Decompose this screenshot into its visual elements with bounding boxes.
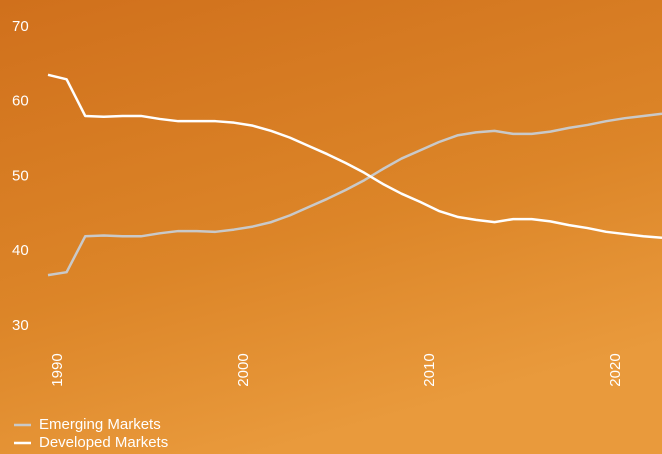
y-tick-label: 70 <box>12 18 29 35</box>
series-line <box>47 112 662 277</box>
y-tick-label: 50 <box>12 167 29 184</box>
series-line <box>47 73 662 240</box>
y-tick-label: 40 <box>12 242 29 259</box>
x-tick-label: 2020 <box>607 353 624 386</box>
x-tick-label: 1990 <box>49 353 66 386</box>
legend-label: Developed Markets <box>39 434 168 451</box>
y-tick-label: 30 <box>12 317 29 334</box>
x-tick-label: 2010 <box>421 353 438 386</box>
y-tick-label: 60 <box>12 93 29 110</box>
legend-label: Emerging Markets <box>39 416 161 433</box>
x-tick-label: 2000 <box>235 353 252 386</box>
